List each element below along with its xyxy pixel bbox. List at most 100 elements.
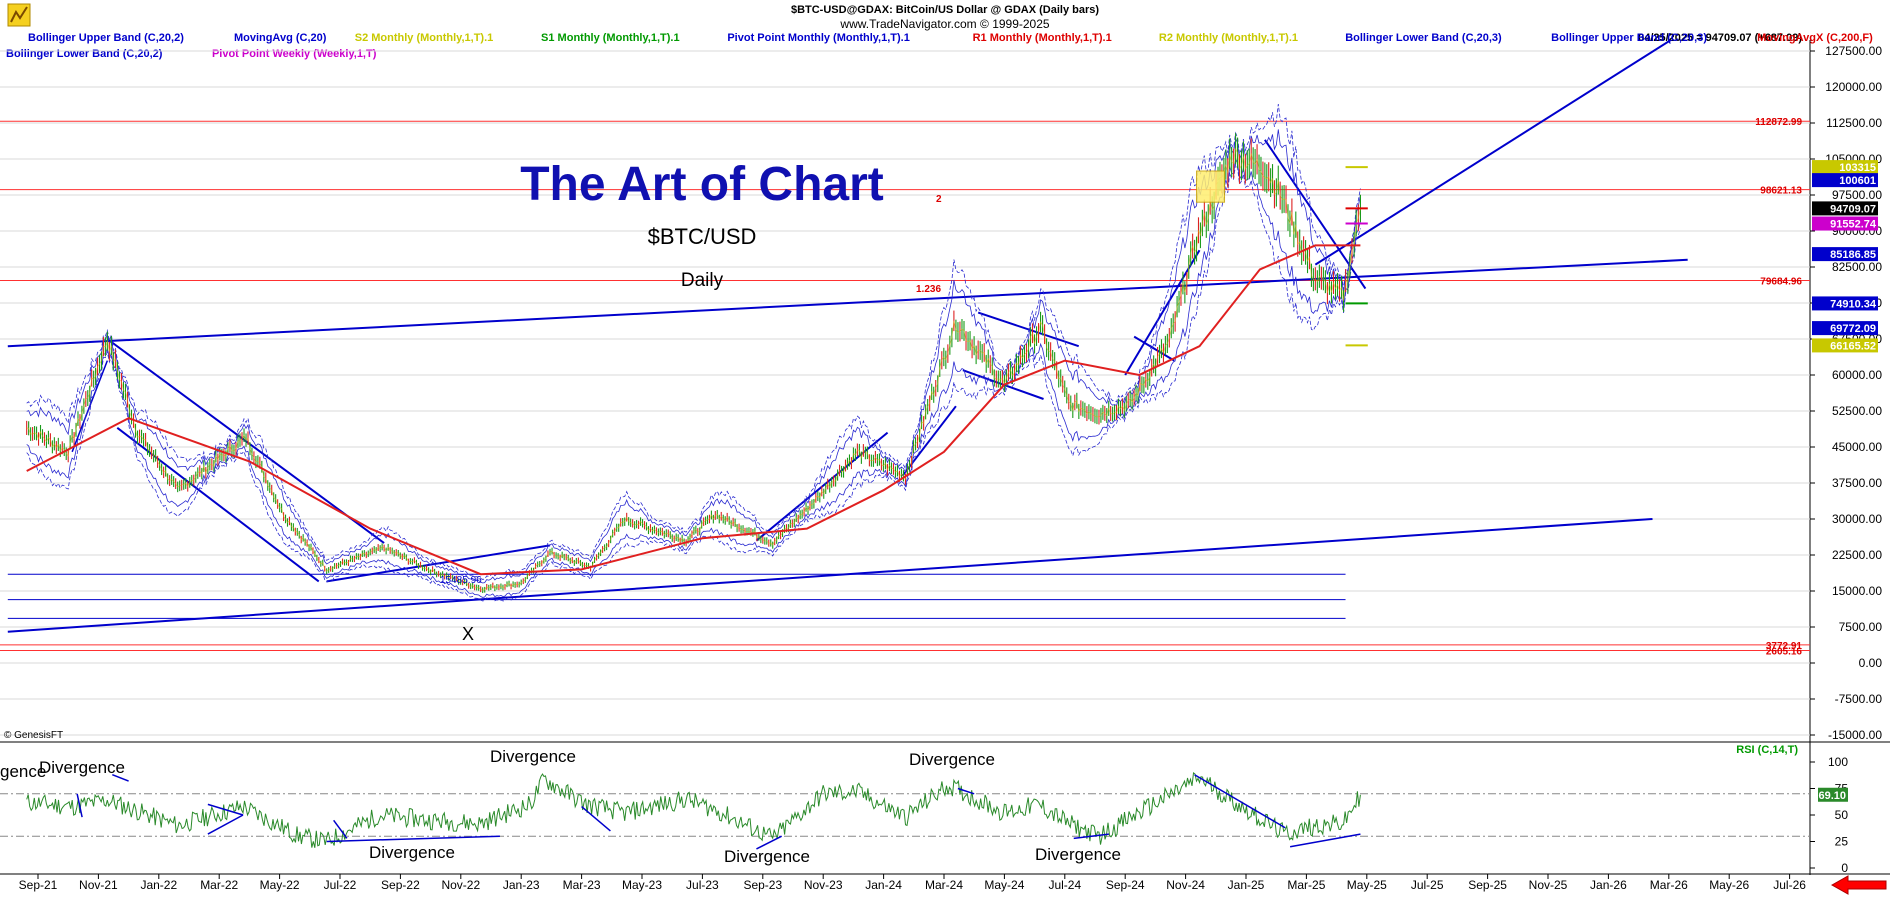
legend-item: Bollinger Upper Band (C,20,2) [28,32,184,44]
ytick-label: 97500.00 [1832,188,1882,202]
rsi-gridlines [0,793,1810,837]
legend-row2: Bollinger Lower Band (C,20,2) Pivot Point… [6,48,377,60]
rsi-ytick-label: 0 [1841,861,1848,875]
xtick-label: Mar-24 [925,878,963,892]
legend-item: Bollinger Upper Band (C,20,3) [1551,32,1707,44]
price-tag-label: 74910.34 [1830,298,1877,310]
xtick-label: Jan-25 [1228,878,1265,892]
price-tag [1812,296,1878,311]
rsi-divergence-line [112,774,129,782]
rsi-series [26,771,1361,848]
rsi-ytick-label: 25 [1835,835,1849,849]
divergence-label-2: Divergence [490,747,576,766]
copyright: © GenesisFT [4,730,63,741]
legend-item: MovingAvg (C,20) [234,32,327,44]
price-tag-label: 69772.09 [1830,323,1876,335]
xtick-label: Nov-23 [804,878,843,892]
xtick-label: Sep-21 [19,878,58,892]
price-tag [1812,160,1878,175]
xtick-label: Nov-21 [79,878,118,892]
chart-title-art: The Art of Chart [520,158,884,211]
ytick-label: 112500.00 [1826,116,1882,130]
trendline [1124,249,1201,376]
tradenavigator-logo [7,3,31,27]
trendline [977,311,1080,348]
rsi-label: RSI (C,14,T) [1736,744,1798,756]
level-label: 79684.96 [1760,277,1802,288]
ytick-label: 37500.00 [1832,476,1882,490]
xtick-label: Mar-25 [1287,878,1325,892]
rsi-divergence-line [326,835,500,843]
trendline [901,405,957,477]
trendlines [7,40,1688,633]
legend-item: S2 Monthly (Monthly,1,T).1 [355,32,494,44]
xtick-label: May-26 [1709,878,1749,892]
ytick-label: -7500.00 [1835,692,1883,706]
xtick-label: Mar-26 [1650,878,1688,892]
xtick-label: May-23 [622,878,662,892]
price-yaxis: 127500.00120000.00112500.00105000.009750… [1810,44,1882,742]
trendline [1314,40,1673,266]
rsi-divergence-line [76,793,83,818]
level-label: 98621.13 [1760,186,1802,197]
xtick-label: May-24 [984,878,1024,892]
legend-item: Bollinger Lower Band (C,20,2) [6,48,163,60]
xtick-label: Mar-22 [200,878,238,892]
legend-item: R1 Monthly (Monthly,1,T).1 [973,32,1112,44]
bollinger-lower-band-20-2 [26,157,1361,598]
date-readout: 04/25/2025 = 94709.07 (+687.09) [1638,32,1802,44]
ytick-label: 22500.00 [1832,548,1882,562]
low-label: 15485.96 [440,575,482,586]
moving-avg-200-line [26,244,1361,576]
price-close-line [26,147,1361,591]
pivot-levels [0,120,1810,651]
scroll-right-arrow-icon[interactable] [1830,875,1887,895]
fib-label-1236: 1.236 [916,284,941,295]
xtick-label: Jul-26 [1773,878,1806,892]
ytick-label: 52500.00 [1832,404,1882,418]
legend-item: Pivot Point Weekly (Weekly,1,T) [212,48,377,60]
rsi-line [26,771,1361,848]
trendline [7,258,1688,348]
price-tag-label: 100601 [1839,175,1876,187]
rsi-divergence-lines [76,774,1361,850]
divergence-label-3: Divergence [909,750,995,769]
legend-item: MovingAvgX (C,200,F) [1757,32,1873,44]
level-label: 112872.99 [1755,117,1802,128]
level-label: 3772.91 [1766,641,1803,652]
level-label: 2605.16 [1766,646,1803,657]
date-xaxis: Sep-21 Nov-21 Jan-22 Mar-22 May-22 Jul-22 Sep-… [19,874,1806,892]
ytick-label: 7500.00 [1839,620,1883,634]
xtick-label: Jan-23 [503,878,540,892]
xtick-label: Sep-22 [381,878,420,892]
price-tag-label: 91552.74 [1830,219,1877,231]
legend-item: Bollinger Lower Band (C,20,3) [1345,32,1502,44]
chart-subtitle: $BTC/USD [648,224,757,249]
xtick-label: Jul-23 [686,878,719,892]
rsi-value-label: 69.10 [1818,790,1846,802]
xtick-label: Sep-23 [743,878,782,892]
xtick-label: Jan-26 [1590,878,1627,892]
xtick-label: May-25 [1347,878,1387,892]
rsi-divergence-line [207,814,244,835]
divergence-label-6: Divergence [1035,845,1121,864]
legend-item: R2 Monthly (Monthly,1,T).1 [1159,32,1298,44]
highlight-box [1196,170,1226,203]
rsi-divergence-line [581,805,611,832]
price-tag [1812,173,1878,188]
divergence-label-partial: gence [0,762,46,781]
legend-row1: Bollinger Upper Band (C,20,2) MovingAvg (… [28,32,1873,44]
rsi-yaxis: 100755025069.10 [1810,755,1848,875]
legend-item: Pivot Point Monthly (Monthly,1,T).1 [727,32,910,44]
price-tag [1812,201,1878,216]
price-tag-label: 66165.52 [1830,340,1876,352]
legend-item: S1 Monthly (Monthly,1,T).1 [541,32,680,44]
ytick-label: 30000.00 [1832,512,1882,526]
rsi-divergence-line [957,787,975,795]
rsi-ytick-label: 50 [1835,808,1849,822]
ytick-label: 15000.00 [1832,584,1882,598]
xtick-label: Nov-25 [1529,878,1568,892]
